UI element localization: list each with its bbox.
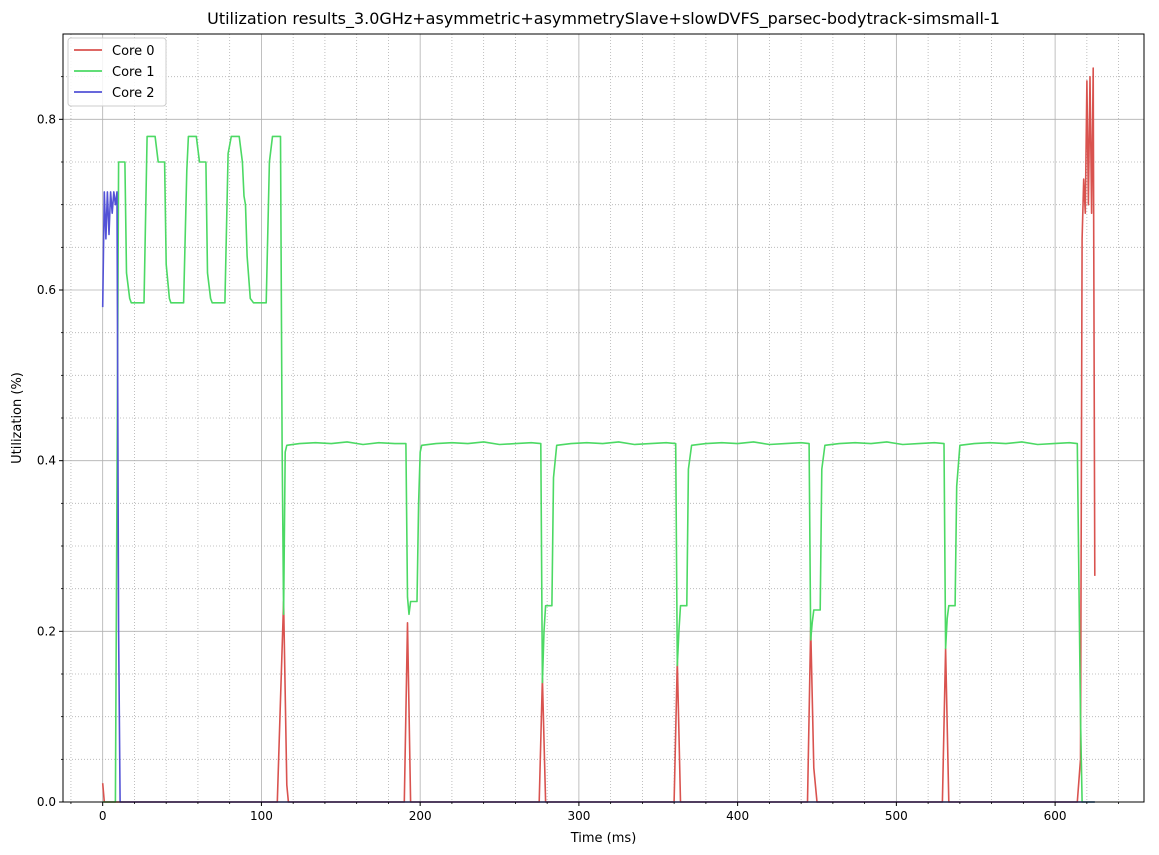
chart-title: Utilization results_3.0GHz+asymmetric+as… bbox=[207, 9, 1000, 29]
series-line-core-0 bbox=[101, 67, 1096, 803]
x-tick-label: 500 bbox=[885, 809, 908, 823]
x-axis-title: Time (ms) bbox=[570, 831, 637, 846]
legend-label: Core 0 bbox=[112, 44, 155, 59]
y-tick-label: 0.2 bbox=[37, 624, 56, 638]
legend-label: Core 2 bbox=[112, 86, 155, 101]
x-tick-label: 100 bbox=[250, 809, 273, 823]
x-tick-label: 400 bbox=[726, 809, 749, 823]
series-layer bbox=[101, 67, 1096, 803]
legend: Core 0 Core 1 Core 2 bbox=[67, 37, 167, 107]
legend-box bbox=[67, 37, 167, 107]
x-tick-label: 300 bbox=[567, 809, 590, 823]
series-line-core-2 bbox=[101, 191, 1095, 803]
x-tick-label: 600 bbox=[1044, 809, 1067, 823]
series-line-core-1 bbox=[102, 135, 1095, 803]
y-tick-label: 0.4 bbox=[37, 454, 56, 468]
y-axis-title: Utilization (%) bbox=[10, 372, 25, 464]
x-tick-label: 0 bbox=[99, 809, 107, 823]
axis-ticks: 0 100 200 300 400 500 600 0.0 0.2 0.4 0.6 0.8 bbox=[37, 76, 1120, 823]
x-tick-label: 200 bbox=[409, 809, 432, 823]
y-tick-label: 0.6 bbox=[37, 283, 56, 297]
minor-grid bbox=[63, 34, 1144, 802]
legend-label: Core 1 bbox=[112, 65, 155, 80]
y-tick-label: 0.0 bbox=[37, 795, 56, 809]
y-tick-label: 0.8 bbox=[37, 112, 56, 126]
